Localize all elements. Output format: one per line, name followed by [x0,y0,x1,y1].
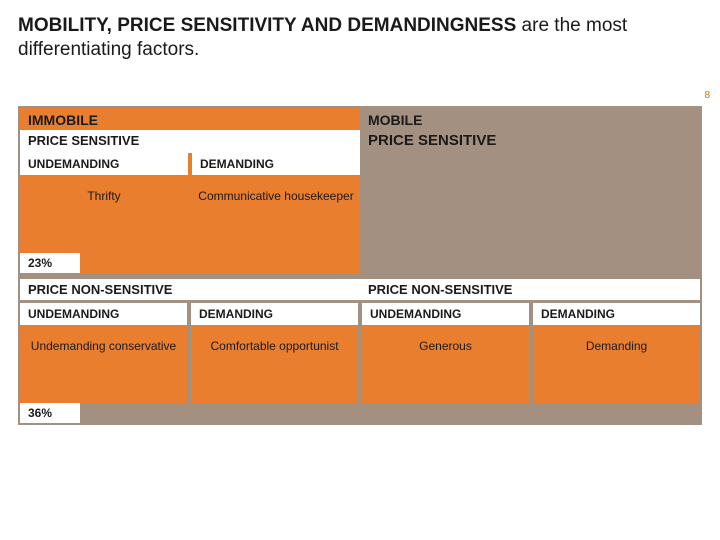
title-bold: MOBILITY, PRICE SENSITIVITY AND DEMANDIN… [18,15,516,36]
segment-label: Communicative housekeeper [198,189,353,203]
price-nonsensitive-header-left: PRICE NON-SENSITIVE [20,279,360,300]
cell-immobile-pns-demanding: DEMANDING Comfortable opportunist [191,303,358,403]
segment-pct: 23% [20,253,80,273]
segment-label: Thrifty [87,189,120,203]
segmentation-matrix: IMMOBILE MOBILE PRICE SENSITIVE PRICE SE… [18,106,702,425]
price-sensitive-header-left: PRICE SENSITIVE [20,130,360,153]
cell-mobile-ps-demanding [532,153,700,253]
cell-mobile-pns-undemanding: UNDEMANDING Generous [362,303,529,403]
dem-header: DEMANDING [533,303,700,325]
mobility-header-mobile: MOBILE [360,108,700,130]
dem-header: UNDEMANDING [20,303,187,325]
cell-mobile-ps-undemanding [360,153,528,253]
cell-immobile-ps-demanding: DEMANDING Communicative housekeeper [192,153,360,253]
segment-label: Undemanding conservative [31,339,176,353]
cell-immobile-ps-undemanding: UNDEMANDING Thrifty [20,153,188,253]
dem-header: DEMANDING [192,153,360,175]
cell-mobile-pns-demanding: DEMANDING Demanding [533,303,700,403]
segment-label: Generous [419,339,472,353]
slide-title: MOBILITY, PRICE SENSITIVITY AND DEMANDIN… [0,0,720,68]
dem-header: UNDEMANDING [362,303,529,325]
segment-label: Comfortable opportunist [210,339,338,353]
cell-immobile-pns-undemanding: UNDEMANDING Undemanding conservative [20,303,187,403]
dem-header: DEMANDING [191,303,358,325]
mobility-header-immobile: IMMOBILE [20,108,360,130]
price-nonsensitive-header-right: PRICE NON-SENSITIVE [360,279,700,300]
dem-header: UNDEMANDING [20,153,188,175]
page-number: 8 [704,90,710,101]
segment-label: Demanding [586,339,647,353]
segment-pct: 36% [20,403,80,423]
price-sensitive-header-right: PRICE SENSITIVE [368,130,496,153]
